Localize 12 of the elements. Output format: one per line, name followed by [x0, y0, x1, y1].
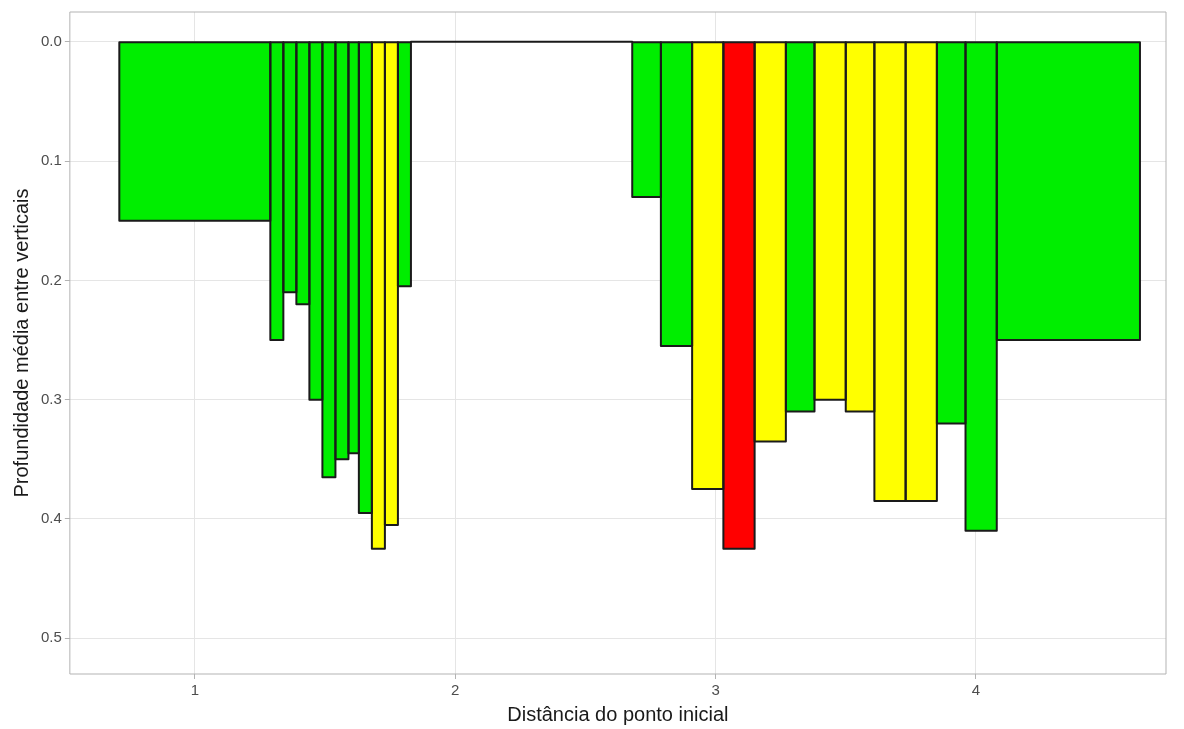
y-tick-label: 0.1 — [40, 151, 62, 169]
y-tick-label: 0.3 — [40, 389, 62, 407]
y-tick-label: 0.4 — [40, 509, 62, 527]
x-tick-label: 3 — [711, 681, 720, 699]
x-axis-title: Distância do ponto inicial — [507, 702, 729, 725]
x-tick-label: 1 — [190, 681, 199, 699]
y-tick-label: 0.0 — [40, 31, 62, 49]
x-tick-label: 2 — [451, 681, 460, 699]
y-tick-label: 0.2 — [40, 270, 62, 288]
y-axis-title: Profundidade média entre verticais — [9, 188, 32, 498]
x-tick-label: 4 — [971, 681, 981, 699]
y-tick-label: 0.5 — [40, 628, 62, 646]
